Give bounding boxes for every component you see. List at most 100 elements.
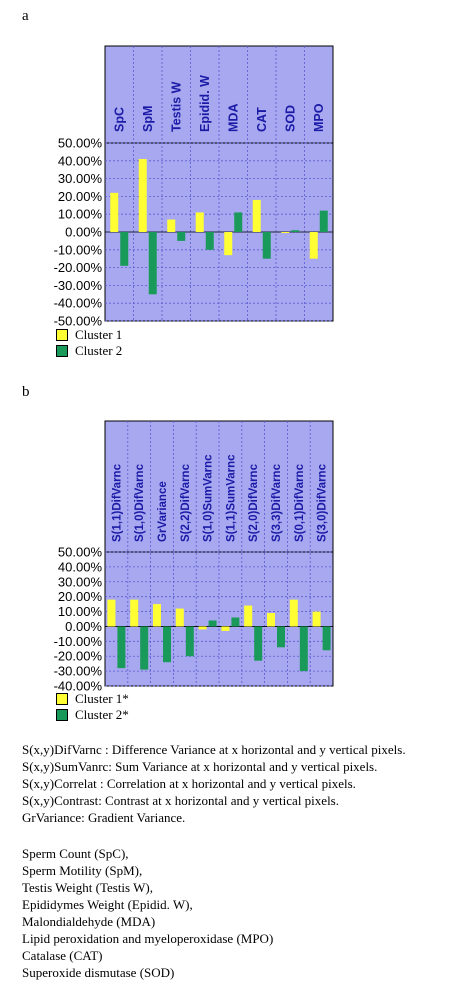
abbreviation-line: Epididymes Weight (Epidid. W),: [22, 897, 193, 912]
category-label: S(1,0)SumVarnc: [203, 454, 215, 542]
definition-line: S(x,y)DifVarnc : Difference Variance at …: [22, 742, 406, 757]
y-tick-label: 50.00%: [58, 136, 103, 151]
bar-cluster-2: [319, 210, 328, 232]
bar-cluster-2: [208, 620, 217, 627]
abbreviation-line: Sperm Count (SpC),: [22, 846, 129, 861]
category-label: S(3,3)DifVarnc: [271, 463, 283, 542]
y-tick-label: -30.00%: [54, 278, 103, 293]
abbreviations-notes: Sperm Count (SpC), Sperm Motility (SpM),…: [22, 845, 273, 981]
y-tick-label: 30.00%: [58, 171, 103, 186]
legend-swatch-cluster-1-star: [56, 693, 68, 705]
y-tick-label: 40.00%: [58, 559, 103, 574]
definition-line: GrVariance: Gradient Variance.: [22, 810, 186, 825]
legend-a: Cluster 1 Cluster 2: [56, 327, 122, 359]
abbreviation-line: Lipid peroxidation and myeloperoxidase (…: [22, 931, 274, 946]
bar-cluster-1: [221, 626, 230, 631]
abbreviation-line: Sperm Motility (SpM),: [22, 863, 143, 878]
bar-cluster-2: [185, 626, 194, 657]
definition-line: S(x,y)Correlat : Correlation at x horizo…: [22, 776, 356, 791]
y-tick-label: 0.00%: [65, 225, 102, 240]
y-tick-label: -20.00%: [54, 649, 103, 664]
bar-cluster-2: [163, 626, 171, 663]
y-tick-label: -40.00%: [54, 296, 103, 311]
legend-b: Cluster 1* Cluster 2*: [56, 691, 129, 723]
category-label: S(2,2)DifVarnc: [180, 463, 192, 542]
y-tick-label: 10.00%: [58, 207, 103, 222]
bar-cluster-2: [299, 626, 308, 672]
legend-item-2: Cluster 2: [56, 343, 122, 359]
legend-item-2-star: Cluster 2*: [56, 707, 129, 723]
category-label: S(3,0)DifVarnc: [317, 463, 329, 542]
definitions-notes: S(x,y)DifVarnc : Difference Variance at …: [22, 741, 406, 826]
category-label: Testis W: [170, 81, 184, 132]
definition-line: S(x,y)Contrast: Contrast at x horizontal…: [22, 793, 339, 808]
y-tick-label: -20.00%: [54, 260, 103, 275]
legend-swatch-cluster-1: [56, 329, 68, 341]
category-label: MDA: [227, 104, 241, 132]
category-label: S(2,0)DifVarnc: [248, 463, 260, 542]
chart-a: 50.00% 40.00% 30.00% 20.00% 10.00% 0.00% -10.0…: [54, 45, 334, 329]
bar-cluster-2: [234, 212, 243, 232]
legend-swatch-cluster-2: [56, 345, 68, 357]
legend-label-cluster-2-star: Cluster 2*: [75, 707, 129, 722]
category-label: GrVariance: [157, 481, 169, 542]
bar-cluster-2: [254, 626, 263, 661]
bar-cluster-1: [153, 604, 161, 627]
category-label: S(0,1)DifVarnc: [294, 463, 306, 542]
y-tick-label: 20.00%: [58, 189, 103, 204]
bar-cluster-1: [309, 232, 318, 259]
bar-cluster-1: [130, 599, 139, 627]
category-label: S(1,0)DifVarnc: [134, 463, 146, 542]
bar-cluster-1: [198, 626, 207, 630]
abbreviation-line: Malondialdehyde (MDA): [22, 914, 156, 929]
bar-cluster-1: [107, 599, 116, 627]
abbreviation-line: Superoxide dismutase (SOD): [22, 965, 175, 980]
bar-cluster-1: [138, 159, 147, 232]
bar-cluster-1: [167, 219, 176, 232]
bar-cluster-1: [267, 613, 275, 627]
bar-cluster-1: [110, 192, 119, 232]
category-label: SOD: [284, 105, 298, 132]
panel-a-label: a: [22, 8, 29, 24]
bar-cluster-1: [195, 212, 204, 232]
bar-cluster-2: [140, 626, 149, 670]
legend-label-cluster-2: Cluster 2: [75, 343, 123, 358]
bar-cluster-2: [148, 232, 157, 295]
y-tick-label: 20.00%: [58, 589, 103, 604]
category-label: SpC: [113, 107, 127, 132]
y-tick-label: -30.00%: [54, 664, 103, 679]
bar-cluster-1: [224, 232, 233, 256]
y-tick-label: -50.00%: [54, 314, 103, 329]
bar-cluster-2: [291, 230, 300, 232]
y-tick-label: 40.00%: [58, 153, 103, 168]
bar-cluster-2: [262, 232, 271, 259]
y-tick-label: 30.00%: [58, 574, 103, 589]
bar-cluster-1: [289, 599, 298, 627]
chart-b: 50.00%40.00%30.00%20.00%10.00%0.00%-10.0…: [54, 420, 334, 694]
bar-cluster-2: [205, 232, 214, 250]
legend-label-cluster-1: Cluster 1: [75, 327, 123, 342]
category-label: S(1,1)SumVarnc: [225, 454, 237, 542]
bar-cluster-1: [252, 199, 261, 232]
bar-cluster-2: [120, 232, 129, 266]
y-tick-label: 50.00%: [58, 545, 103, 560]
bar-cluster-1: [281, 232, 290, 233]
bar-cluster-2: [322, 626, 331, 651]
bar-cluster-1: [312, 611, 321, 627]
definition-line: S(x,y)SumVanrc: Sum Variance at x horizo…: [22, 759, 378, 774]
category-label: CAT: [255, 107, 269, 132]
category-label: MPO: [312, 103, 326, 132]
bar-cluster-2: [177, 232, 186, 241]
abbreviation-line: Catalase (CAT): [22, 948, 103, 963]
y-tick-label: 10.00%: [58, 604, 103, 619]
legend-label-cluster-1-star: Cluster 1*: [75, 691, 129, 706]
bar-cluster-2: [277, 626, 285, 648]
y-tick-label: -10.00%: [54, 634, 103, 649]
category-label: S(1,1)DifVarnc: [111, 463, 123, 542]
bar-cluster-1: [175, 608, 184, 627]
y-tick-label: -40.00%: [54, 679, 103, 694]
legend-item-1-star: Cluster 1*: [56, 691, 129, 707]
bar-cluster-2: [117, 626, 126, 669]
legend-swatch-cluster-2-star: [56, 709, 68, 721]
y-tick-label: 0.00%: [65, 619, 102, 634]
